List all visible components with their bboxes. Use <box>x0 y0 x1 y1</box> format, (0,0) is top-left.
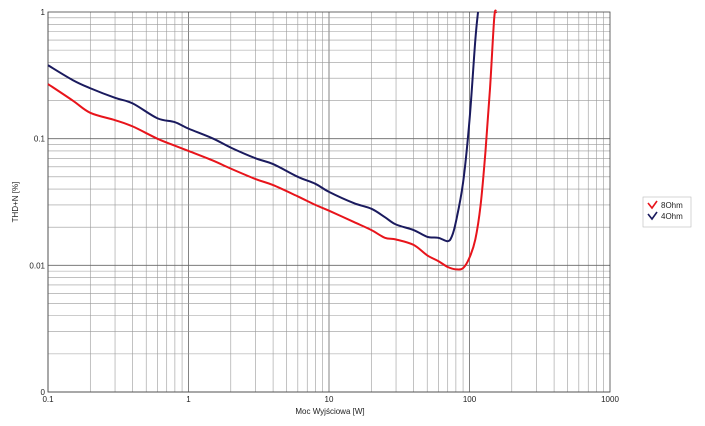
legend-swatch <box>647 211 658 221</box>
legend-label: 4Ohm <box>661 212 683 221</box>
series-line-8ohm <box>47 9 498 271</box>
legend-item-4ohm: 4Ohm <box>647 211 683 221</box>
legend-box <box>642 196 692 228</box>
legend-item-8ohm: 8Ohm <box>647 200 683 210</box>
x-tick-label: 10 <box>325 395 334 404</box>
x-tick-label: 1000 <box>601 395 619 404</box>
plot-frame <box>47 11 611 393</box>
legend: 8Ohm 4Ohm <box>642 196 692 228</box>
series-layer <box>47 9 498 271</box>
y-tick-label: 1 <box>41 8 46 17</box>
x-axis-ticks: 0.1 1 10 100 1000 <box>42 395 619 404</box>
x-tick-label: 1 <box>186 395 191 404</box>
y-axis-ticks: 0 0.01 0.1 1 <box>29 8 45 397</box>
grid <box>47 12 610 393</box>
x-axis-label: Moc Wyjściowa [W] <box>295 407 364 416</box>
y-tick-label: 0.1 <box>34 135 46 144</box>
y-tick-label: 0 <box>41 388 46 397</box>
x-tick-label: 100 <box>463 395 477 404</box>
x-tick-label: 0.1 <box>42 395 54 404</box>
legend-swatch <box>647 200 658 210</box>
series-line-4ohm <box>47 11 480 243</box>
legend-label: 8Ohm <box>661 201 683 210</box>
y-tick-label: 0.01 <box>29 261 45 270</box>
y-axis-label: THD+N [%] <box>11 182 20 223</box>
